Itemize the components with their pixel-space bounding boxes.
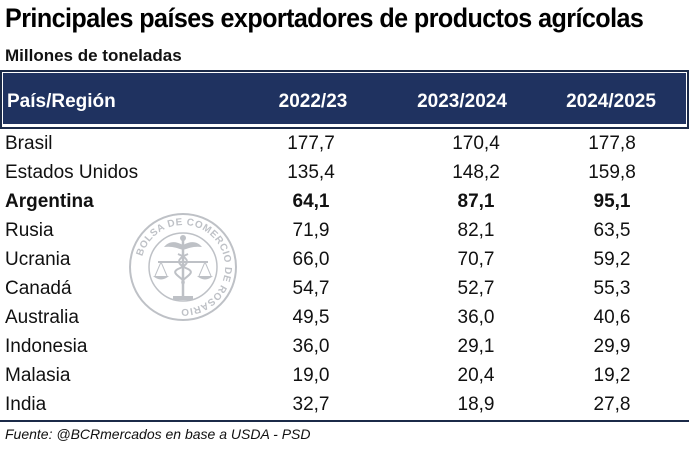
country-cell: Brasil	[5, 133, 53, 154]
column-header-2023-2024: 2023/2024	[417, 91, 507, 112]
value-cell-2024-2025: 29,9	[593, 336, 631, 357]
column-header-2022-23: 2022/23	[278, 91, 348, 112]
country-cell: Argentina	[5, 191, 94, 212]
value-cell-2023-2024: 170,4	[452, 133, 500, 154]
value-cell-2023-2024: 82,1	[457, 220, 495, 241]
value-cell-2022-23: 19,0	[292, 365, 330, 386]
page-title: Principales países exportadores de produ…	[5, 3, 644, 33]
value-cell-2023-2024: 52,7	[457, 278, 495, 299]
table-row: Rusia 71,9 82,1 63,5	[0, 216, 689, 245]
column-header-country: País/Región	[7, 91, 116, 112]
table-header: País/Región 2022/23 2023/2024 2024/2025	[0, 70, 689, 129]
value-cell-2022-23: 32,7	[292, 394, 330, 415]
value-cell-2023-2024: 148,2	[452, 162, 500, 183]
value-cell-2022-23: 177,7	[287, 133, 335, 154]
country-cell: Rusia	[5, 220, 54, 241]
value-cell-2024-2025: 95,1	[593, 191, 631, 212]
country-cell: Estados Unidos	[5, 162, 139, 183]
table-row-highlighted: Argentina 64,1 87,1 95,1	[0, 187, 689, 216]
value-cell-2022-23: 36,0	[292, 336, 330, 357]
table-bottom-border	[0, 420, 689, 422]
table-row: India 32,7 18,9 27,8	[0, 390, 689, 419]
value-cell-2023-2024: 29,1	[457, 336, 495, 357]
column-header-2024-2025: 2024/2025	[566, 91, 656, 112]
value-cell-2024-2025: 59,2	[593, 249, 631, 270]
value-cell-2022-23: 135,4	[287, 162, 335, 183]
source-note: Fuente: @BCRmercados en base a USDA - PS…	[5, 426, 311, 442]
table-body: Brasil 177,7 170,4 177,8 Estados Unidos …	[0, 129, 689, 419]
table-row: Malasia 19,0 20,4 19,2	[0, 361, 689, 390]
value-cell-2024-2025: 40,6	[593, 307, 631, 328]
country-cell: Australia	[5, 307, 79, 328]
country-cell: Ucrania	[5, 249, 71, 270]
value-cell-2024-2025: 63,5	[593, 220, 631, 241]
value-cell-2024-2025: 27,8	[593, 394, 631, 415]
value-cell-2023-2024: 36,0	[457, 307, 495, 328]
table-row: Brasil 177,7 170,4 177,8	[0, 129, 689, 158]
value-cell-2022-23: 49,5	[292, 307, 330, 328]
country-cell: Indonesia	[5, 336, 88, 357]
value-cell-2024-2025: 159,8	[588, 162, 636, 183]
value-cell-2022-23: 54,7	[292, 278, 330, 299]
value-cell-2022-23: 71,9	[292, 220, 330, 241]
value-cell-2023-2024: 87,1	[457, 191, 495, 212]
value-cell-2022-23: 64,1	[292, 191, 330, 212]
table-header-background	[3, 73, 686, 124]
table-row: Canadá 54,7 52,7 55,3	[0, 274, 689, 303]
page-subtitle: Millones de toneladas	[5, 46, 182, 65]
table-row: Ucrania 66,0 70,7 59,2	[0, 245, 689, 274]
value-cell-2022-23: 66,0	[292, 249, 330, 270]
value-cell-2024-2025: 19,2	[593, 365, 631, 386]
country-cell: India	[5, 394, 47, 415]
value-cell-2023-2024: 18,9	[457, 394, 495, 415]
value-cell-2024-2025: 55,3	[593, 278, 631, 299]
value-cell-2023-2024: 20,4	[457, 365, 495, 386]
table-row: Estados Unidos 135,4 148,2 159,8	[0, 158, 689, 187]
table-row: Indonesia 36,0 29,1 29,9	[0, 332, 689, 361]
country-cell: Canadá	[5, 278, 72, 299]
table-row: Australia 49,5 36,0 40,6	[0, 303, 689, 332]
country-cell: Malasia	[5, 365, 71, 386]
value-cell-2024-2025: 177,8	[588, 133, 636, 154]
value-cell-2023-2024: 70,7	[457, 249, 495, 270]
